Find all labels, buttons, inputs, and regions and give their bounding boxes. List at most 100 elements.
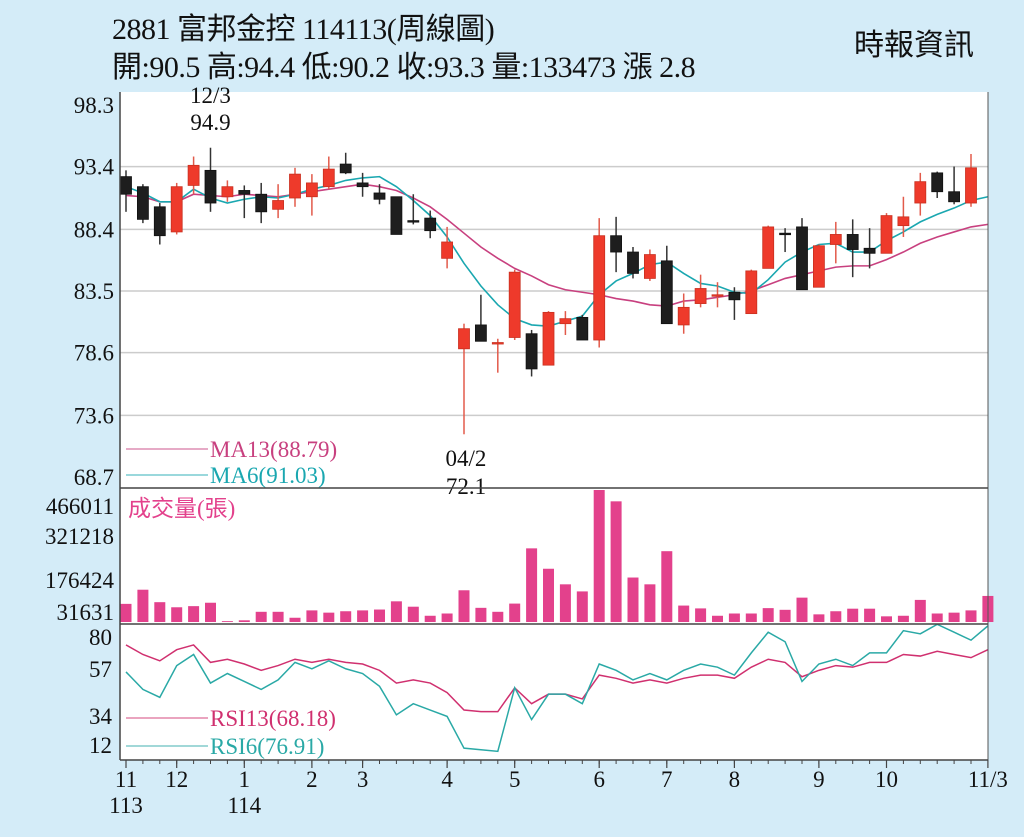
- legend-ma13: MA13(88.79): [210, 437, 337, 462]
- volume-bar: [509, 603, 521, 622]
- rsi-tick: 57: [89, 657, 112, 682]
- high-date-label: 12/3: [190, 83, 231, 108]
- candle: [829, 221, 842, 264]
- rsi-panel: [120, 624, 988, 760]
- x-tick-label: 2: [306, 767, 318, 792]
- volume-bar: [171, 607, 183, 622]
- candle: [474, 294, 487, 342]
- rsi-y-axis: 80 57 34 12: [89, 625, 113, 758]
- quote-summary: 開:90.5 高:94.4 低:90.2 收:93.3 量:133473 漲 2…: [112, 51, 696, 84]
- volume-bar: [948, 612, 960, 622]
- volume-y-axis: 466011 321218 176424 31631: [45, 494, 115, 625]
- candle: [424, 210, 437, 239]
- candle: [255, 182, 268, 224]
- volume-bar: [813, 614, 825, 622]
- volume-bar: [188, 606, 200, 622]
- volume-bar: [745, 613, 757, 622]
- candle: [931, 171, 944, 198]
- candle: [525, 329, 538, 377]
- price-y-axis: 98.3 93.4 88.4 83.5 78.6 73.6 68.7: [74, 93, 115, 490]
- volume-bar: [678, 605, 690, 622]
- candle: [965, 154, 977, 207]
- volume-bar: [137, 589, 149, 622]
- legends: 成交量(張) MA13(88.79)MA6(91.03) RSI13(68.18) R…: [126, 437, 337, 759]
- candle: [779, 228, 791, 253]
- candle: [458, 323, 470, 435]
- price-tick: 83.5: [74, 279, 114, 304]
- x-tick-label: 6: [593, 767, 605, 792]
- price-tick: 88.4: [74, 217, 115, 242]
- volume-bar: [407, 606, 419, 622]
- candle: [796, 218, 808, 291]
- volume-bar: [610, 501, 622, 622]
- candle: [813, 244, 825, 288]
- legend-rsi13: RSI13(68.18): [210, 706, 336, 731]
- volume-bar: [847, 608, 859, 622]
- candle: [627, 247, 639, 279]
- candle: [136, 184, 149, 224]
- candle: [694, 274, 707, 308]
- low-value-label: 72.1: [446, 474, 486, 499]
- candle: [610, 216, 622, 273]
- candle: [407, 194, 420, 225]
- candle: [745, 269, 758, 315]
- volume-bar: [238, 620, 250, 622]
- moving-average-lines: [125, 175, 989, 327]
- candle: [272, 184, 285, 219]
- legend-rsi6: RSI6(76.91): [210, 734, 324, 759]
- volume-bar: [492, 611, 504, 622]
- volume-bar: [154, 602, 166, 622]
- volume-bar: [306, 610, 318, 622]
- price-tick: 93.4: [74, 155, 115, 180]
- volume-bar: [627, 577, 639, 622]
- price-gridlines: [120, 165, 988, 417]
- x-tick-year: 113: [109, 793, 143, 818]
- high-value-label: 94.9: [190, 110, 230, 135]
- x-tick-label: 11: [115, 767, 137, 792]
- x-tick-label: 12: [165, 767, 188, 792]
- candle: [948, 166, 960, 205]
- candle: [542, 311, 555, 366]
- volume-bar: [559, 584, 571, 622]
- volume-bar: [543, 568, 554, 622]
- x-tick-label: 11/3: [968, 767, 1008, 792]
- volume-bar: [458, 590, 470, 622]
- candle: [644, 249, 656, 281]
- volume-bar: [779, 609, 791, 622]
- source-label: 時報資訊: [854, 29, 974, 62]
- volume-bar: [424, 615, 436, 622]
- candle: [711, 282, 724, 308]
- x-tick-label: 8: [729, 767, 741, 792]
- candle: [593, 218, 606, 348]
- candle: [305, 174, 318, 216]
- volume-bars: [120, 490, 994, 622]
- x-tick-label: 10: [875, 767, 898, 792]
- volume-bar: [221, 621, 233, 622]
- volume-bar: [576, 591, 588, 622]
- volume-bar: [357, 610, 369, 622]
- volume-bar: [374, 609, 385, 622]
- legend-ma6: MA6(91.03): [210, 463, 326, 488]
- volume-bar: [340, 611, 352, 622]
- candle: [762, 225, 775, 269]
- volume-bar: [272, 611, 284, 622]
- candle: [390, 196, 403, 235]
- volume-bar: [931, 613, 943, 622]
- candle: [221, 180, 234, 202]
- candle: [238, 185, 251, 219]
- x-tick-label: 5: [509, 767, 521, 792]
- x-tick-year: 114: [227, 793, 261, 818]
- volume-bar: [593, 490, 605, 622]
- chart-title: 2881 富邦金控 114113(周線圖): [112, 13, 495, 46]
- volume-bar: [914, 599, 926, 622]
- rsi-tick: 12: [89, 733, 112, 758]
- candle: [204, 147, 217, 212]
- volume-bar: [897, 615, 909, 622]
- volume-bar: [695, 608, 707, 622]
- volume-bar: [661, 551, 673, 622]
- candle: [187, 156, 200, 195]
- volume-bar: [762, 608, 774, 622]
- x-tick-label: 9: [813, 767, 825, 792]
- rsi-tick: 80: [89, 625, 112, 650]
